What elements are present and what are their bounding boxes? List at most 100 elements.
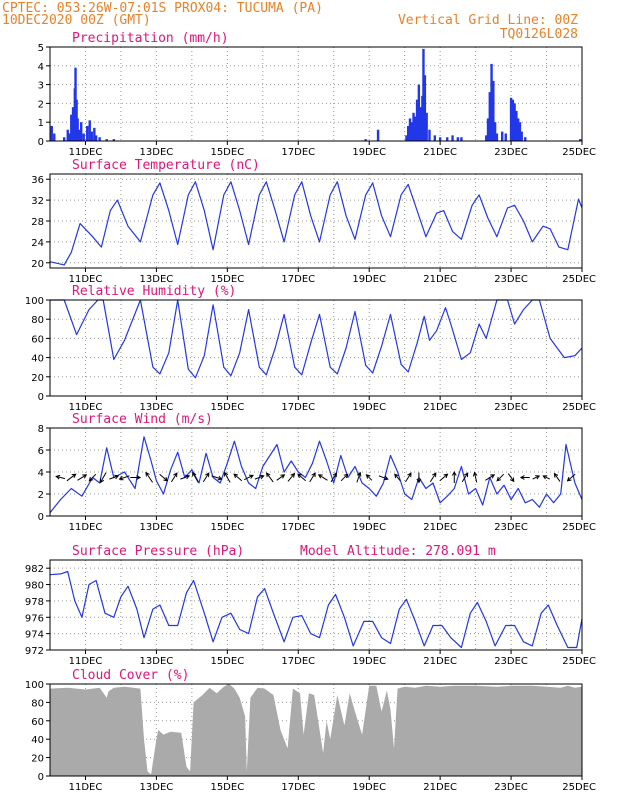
cloud-frame: [49, 683, 583, 777]
press-panel: Surface Pressure (hPa) Model Altitude: 27…: [25, 544, 596, 667]
precip-title: Precipitation (mm/h): [72, 31, 229, 46]
xtick-label: 13DEC: [140, 274, 174, 285]
ytick-label: 974: [25, 630, 44, 641]
xtick-label: 13DEC: [140, 656, 174, 667]
wind-arrow: [109, 474, 120, 480]
wind-arrow: [429, 472, 437, 483]
wind-frame: [49, 427, 583, 517]
wind-arrow: [170, 472, 178, 483]
ytick-label: 80: [31, 315, 44, 326]
xtick-label: 19DEC: [352, 522, 386, 533]
wind-arrow: [66, 473, 77, 482]
wind-arrow: [55, 474, 66, 480]
precip-bars: [50, 48, 582, 141]
ytick-label: 2: [38, 490, 44, 501]
header-date: 10DEC2020 00Z (GMT): [2, 13, 151, 28]
precip-bar: [70, 114, 73, 141]
precip-bar: [364, 139, 367, 141]
precip-bar: [433, 135, 437, 141]
wind-arrow: [394, 473, 401, 482]
precip-grid: [50, 47, 582, 141]
ytick-label: 4: [38, 62, 44, 73]
wind-arrow: [276, 474, 286, 481]
ytick-label: 100: [25, 680, 44, 691]
xtick-label: 15DEC: [210, 522, 244, 533]
precip-bar: [423, 75, 427, 141]
ytick-label: 80: [31, 698, 44, 709]
wind-arrow: [451, 470, 457, 483]
precip-bar: [460, 137, 463, 141]
xtick-label: 11DEC: [69, 402, 103, 413]
ytick-label: 24: [31, 238, 44, 249]
xtick-label: 23DEC: [494, 274, 528, 285]
precip-bar: [511, 99, 515, 141]
wind-arrow: [297, 473, 307, 482]
press-frame: [49, 559, 583, 651]
precip-bar: [486, 118, 490, 141]
cloud-area: [50, 684, 582, 776]
ytick-label: 40: [31, 354, 44, 365]
wind-arrow: [100, 472, 107, 484]
ytick-label: 60: [31, 717, 44, 728]
wind-grid: [50, 428, 582, 516]
precip-bar: [516, 118, 520, 141]
precip-panel: Precipitation (mm/h) 0 1 2 3 4 5 11DEC 13DEC 15DE…: [38, 31, 596, 158]
xtick-label: 25DEC: [562, 147, 596, 158]
press-annotation: Model Altitude: 278.091 m: [300, 544, 496, 559]
xtick-label: 21DEC: [423, 522, 457, 533]
wind-arrow: [88, 473, 97, 482]
ytick-label: 0: [38, 392, 44, 403]
precip-bar: [492, 80, 495, 141]
xtick-label: 11DEC: [69, 274, 103, 285]
xtick-label: 13DEC: [140, 402, 174, 413]
precip-bar: [493, 122, 497, 141]
wind-arrow: [553, 472, 561, 482]
ytick-label: 2: [38, 99, 44, 110]
xtick-label: 21DEC: [423, 147, 457, 158]
header: CPTEC: 053:26W-07:01S PROX04: TUCUMA (PA…: [2, 1, 578, 42]
xtick-label: 17DEC: [281, 274, 315, 285]
rh-frame: [49, 299, 583, 397]
precip-bar: [376, 129, 380, 141]
xtick-label: 23DEC: [494, 522, 528, 533]
precip-bar: [451, 135, 454, 141]
xtick-label: 13DEC: [140, 522, 174, 533]
ytick-label: 60: [31, 334, 44, 345]
precip-bar: [425, 112, 428, 141]
xtick-label: 13DEC: [140, 782, 174, 793]
xtick-label: 23DEC: [494, 402, 528, 413]
press-grid: [50, 560, 582, 650]
precip-bar: [579, 139, 582, 141]
precip-bar: [414, 116, 417, 141]
ytick-label: 982: [25, 564, 44, 575]
xtick-label: 11DEC: [69, 782, 103, 793]
ytick-label: 20: [31, 259, 44, 270]
precip-bar: [415, 99, 419, 141]
wind-arrow: [330, 472, 338, 483]
xtick-label: 25DEC: [562, 522, 596, 533]
wind-arrow: [145, 471, 154, 483]
ytick-label: 6: [38, 446, 44, 457]
xtick-label: 23DEC: [494, 147, 528, 158]
wind-arrow: [472, 471, 478, 483]
precip-bar: [76, 118, 79, 141]
precip-bar: [488, 92, 491, 141]
ytick-label: 8: [38, 424, 44, 435]
precip-bar: [422, 48, 425, 141]
precip-bar: [66, 129, 69, 141]
precip-frame: [49, 46, 583, 142]
xtick-label: 19DEC: [352, 782, 386, 793]
xtick-label: 15DEC: [210, 147, 244, 158]
wind-arrow: [356, 471, 362, 483]
wind-line: [49, 436, 583, 514]
precip-bar: [50, 125, 53, 141]
precip-bar: [80, 122, 83, 141]
wind-arrow: [180, 474, 191, 480]
wind-arrow: [365, 474, 373, 481]
xtick-label: 19DEC: [352, 402, 386, 413]
precip-bar: [419, 107, 422, 141]
wind-arrow: [211, 475, 223, 481]
temp-line: [49, 181, 583, 266]
wind-arrow: [566, 473, 576, 482]
